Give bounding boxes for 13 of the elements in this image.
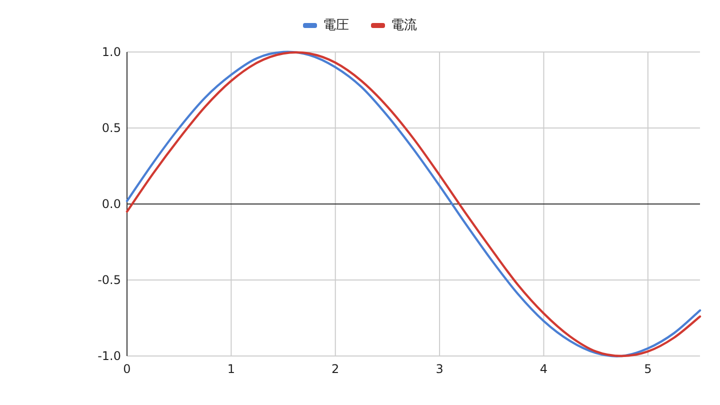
x-tick-label: 3	[436, 362, 444, 376]
y-tick-label: -1.0	[98, 349, 121, 363]
x-tick-label: 4	[540, 362, 548, 376]
legend-label: 電流	[391, 17, 417, 33]
y-tick-label: -0.5	[98, 273, 121, 287]
x-tick-label: 2	[332, 362, 340, 376]
y-tick-label: 0.0	[102, 197, 121, 211]
y-tick-label: 1.0	[102, 45, 121, 59]
x-tick-label: 0	[123, 362, 131, 376]
x-tick-label: 1	[227, 362, 235, 376]
legend-label: 電圧	[323, 18, 349, 33]
x-tick-label: 5	[644, 362, 652, 376]
y-tick-label: 0.5	[102, 121, 121, 135]
